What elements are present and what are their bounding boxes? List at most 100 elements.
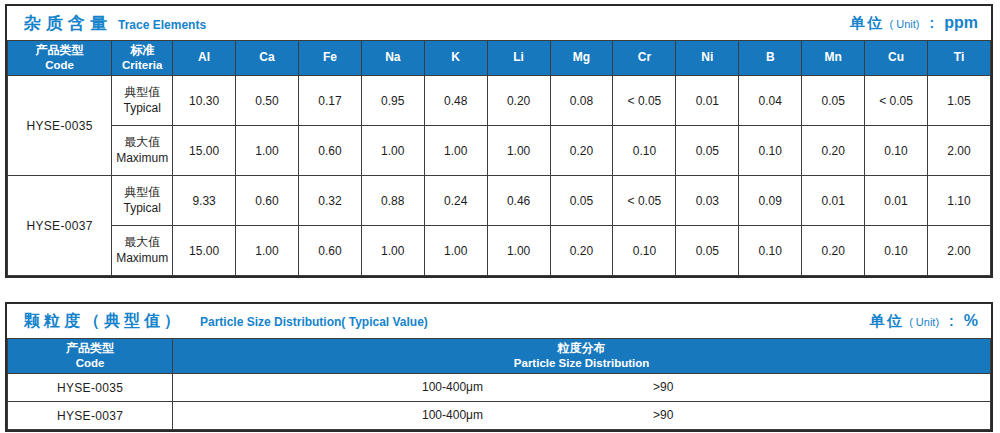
value-cell: 0.04 xyxy=(739,76,802,126)
value-cell: 15.00 xyxy=(173,226,236,276)
col-header-code-en: Code xyxy=(8,356,172,371)
value-cell: 1.00 xyxy=(361,226,424,276)
value-cell: 0.05 xyxy=(676,126,739,176)
unit-colon: : xyxy=(949,313,954,329)
value-cell: 0.03 xyxy=(676,176,739,226)
value-cell: 0.10 xyxy=(613,226,676,276)
particle-size-heading: 颗粒度（典型值） Particle Size Distribution( Typ… xyxy=(24,311,428,332)
col-header-criteria-en: Criteria xyxy=(112,58,172,73)
value-cell: 0.20 xyxy=(550,126,613,176)
title-zh: 颗粒度（典型值） xyxy=(24,311,184,332)
value-cell: 0.20 xyxy=(487,76,550,126)
col-header-element: Mg xyxy=(550,41,613,76)
value-cell: 1.10 xyxy=(928,176,991,226)
value-cell: 1.00 xyxy=(424,226,487,276)
value-cell: 0.01 xyxy=(865,176,928,226)
unit-zh: 单位 xyxy=(850,14,886,33)
size-percentage: >90 xyxy=(653,374,673,401)
value-cell: 15.00 xyxy=(173,126,236,176)
col-header-distribution-zh: 粒度分布 xyxy=(173,341,990,357)
unit-value: ppm xyxy=(944,14,978,32)
value-cell: 0.01 xyxy=(676,76,739,126)
criteria-zh: 典型值 xyxy=(112,185,172,201)
value-cell: 0.05 xyxy=(802,76,865,126)
product-code: HYSE-0037 xyxy=(8,176,112,276)
title-en: Particle Size Distribution( Typical Valu… xyxy=(200,315,428,329)
value-cell: 0.01 xyxy=(802,176,865,226)
criteria-en: Maximum xyxy=(112,151,172,167)
table-row: HYSE-0037 典型值 Typical 9.33 0.60 0.32 0.8… xyxy=(8,176,991,226)
value-cell: 1.00 xyxy=(424,126,487,176)
value-cell: 0.32 xyxy=(298,176,361,226)
value-cell: 0.60 xyxy=(236,176,299,226)
value-cell: 2.00 xyxy=(928,226,991,276)
col-header-element: Cu xyxy=(865,41,928,76)
value-cell: 0.05 xyxy=(550,176,613,226)
value-cell: 0.24 xyxy=(424,176,487,226)
distribution-cell: 100-400μm >90 xyxy=(173,374,991,402)
distribution-cell: 100-400μm >90 xyxy=(173,402,991,430)
criteria-en: Typical xyxy=(112,201,172,217)
value-cell: < 0.05 xyxy=(865,76,928,126)
size-range: 100-400μm xyxy=(422,374,483,401)
unit-paren: ( Unit) xyxy=(890,18,920,30)
value-cell: 0.95 xyxy=(361,76,424,126)
value-cell: 0.09 xyxy=(739,176,802,226)
col-header-code-zh: 产品类型 xyxy=(8,341,172,357)
trace-elements-title-bar: 杂质含量 Trace Elements 单位 ( Unit) : ppm xyxy=(7,6,991,40)
col-header-distribution: 粒度分布 Particle Size Distribution xyxy=(173,339,991,374)
value-cell: 0.10 xyxy=(613,126,676,176)
value-cell: 0.20 xyxy=(802,226,865,276)
criteria-cell: 典型值 Typical xyxy=(112,76,173,126)
title-en: Trace Elements xyxy=(118,18,206,32)
trace-elements-heading: 杂质含量 Trace Elements xyxy=(24,12,206,35)
col-header-criteria-zh: 标准 xyxy=(112,43,172,59)
value-cell: 0.20 xyxy=(802,126,865,176)
col-header-element: K xyxy=(424,41,487,76)
value-cell: 0.88 xyxy=(361,176,424,226)
criteria-en: Maximum xyxy=(112,251,172,267)
particle-size-panel: 颗粒度（典型值） Particle Size Distribution( Typ… xyxy=(5,302,993,432)
col-header-element: Al xyxy=(173,41,236,76)
col-header-element: Mn xyxy=(802,41,865,76)
col-header-element: Cr xyxy=(613,41,676,76)
col-header-distribution-en: Particle Size Distribution xyxy=(173,356,990,371)
header-row: 产品类型 Code 标准 Criteria Al Ca Fe Na K Li M… xyxy=(8,41,991,76)
unit-label: 单位 ( Unit) : % xyxy=(869,312,978,331)
title-zh: 杂质含量 xyxy=(24,12,112,35)
value-cell: 0.46 xyxy=(487,176,550,226)
value-cell: 0.08 xyxy=(550,76,613,126)
size-percentage: >90 xyxy=(653,402,673,429)
value-cell: 0.48 xyxy=(424,76,487,126)
value-cell: 0.50 xyxy=(236,76,299,126)
value-cell: < 0.05 xyxy=(613,76,676,126)
value-cell: 2.00 xyxy=(928,126,991,176)
criteria-zh: 最大值 xyxy=(112,235,172,251)
col-header-element: Li xyxy=(487,41,550,76)
value-cell: 0.10 xyxy=(865,126,928,176)
value-cell: 1.00 xyxy=(361,126,424,176)
col-header-criteria: 标准 Criteria xyxy=(112,41,173,76)
col-header-element: Na xyxy=(361,41,424,76)
table-row: 最大值 Maximum 15.00 1.00 0.60 1.00 1.00 1.… xyxy=(8,226,991,276)
value-cell: 10.30 xyxy=(173,76,236,126)
trace-elements-panel: 杂质含量 Trace Elements 单位 ( Unit) : ppm 产品类… xyxy=(5,4,993,278)
product-code: HYSE-0035 xyxy=(8,76,112,176)
table-row: HYSE-0035 典型值 Typical 10.30 0.50 0.17 0.… xyxy=(8,76,991,126)
criteria-cell: 最大值 Maximum xyxy=(112,226,173,276)
col-header-code: 产品类型 Code xyxy=(8,339,173,374)
value-cell: 0.60 xyxy=(298,126,361,176)
trace-elements-table: 产品类型 Code 标准 Criteria Al Ca Fe Na K Li M… xyxy=(7,40,991,276)
col-header-element: Ca xyxy=(236,41,299,76)
table-row: HYSE-0037 100-400μm >90 xyxy=(8,402,991,430)
value-cell: < 0.05 xyxy=(613,176,676,226)
unit-colon: : xyxy=(930,15,935,31)
value-cell: 1.00 xyxy=(236,226,299,276)
unit-label: 单位 ( Unit) : ppm xyxy=(850,14,978,33)
criteria-zh: 最大值 xyxy=(112,135,172,151)
value-cell: 1.00 xyxy=(236,126,299,176)
size-range: 100-400μm xyxy=(422,402,483,429)
particle-size-title-bar: 颗粒度（典型值） Particle Size Distribution( Typ… xyxy=(7,304,991,338)
unit-paren: ( Unit) xyxy=(909,316,939,328)
col-header-element: B xyxy=(739,41,802,76)
